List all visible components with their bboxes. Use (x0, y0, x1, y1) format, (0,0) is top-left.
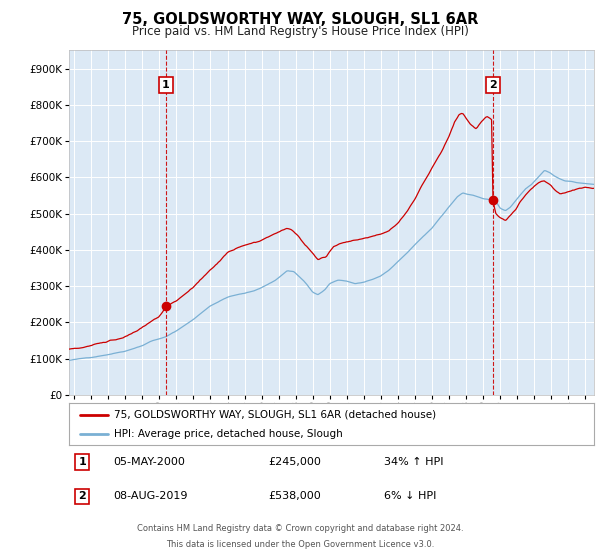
Text: £245,000: £245,000 (269, 457, 322, 467)
Text: 08-AUG-2019: 08-AUG-2019 (113, 491, 188, 501)
Text: 34% ↑ HPI: 34% ↑ HPI (384, 457, 443, 467)
Text: 1: 1 (78, 457, 86, 467)
Text: 75, GOLDSWORTHY WAY, SLOUGH, SL1 6AR (detached house): 75, GOLDSWORTHY WAY, SLOUGH, SL1 6AR (de… (113, 409, 436, 419)
Text: 6% ↓ HPI: 6% ↓ HPI (384, 491, 436, 501)
Text: £538,000: £538,000 (269, 491, 321, 501)
Text: This data is licensed under the Open Government Licence v3.0.: This data is licensed under the Open Gov… (166, 540, 434, 549)
Text: 05-MAY-2000: 05-MAY-2000 (113, 457, 185, 467)
Text: 75, GOLDSWORTHY WAY, SLOUGH, SL1 6AR: 75, GOLDSWORTHY WAY, SLOUGH, SL1 6AR (122, 12, 478, 27)
Text: 1: 1 (162, 80, 170, 90)
Text: 2: 2 (78, 491, 86, 501)
Text: 2: 2 (489, 80, 497, 90)
Text: Contains HM Land Registry data © Crown copyright and database right 2024.: Contains HM Land Registry data © Crown c… (137, 524, 463, 533)
Text: HPI: Average price, detached house, Slough: HPI: Average price, detached house, Slou… (113, 429, 343, 439)
Text: Price paid vs. HM Land Registry's House Price Index (HPI): Price paid vs. HM Land Registry's House … (131, 25, 469, 38)
